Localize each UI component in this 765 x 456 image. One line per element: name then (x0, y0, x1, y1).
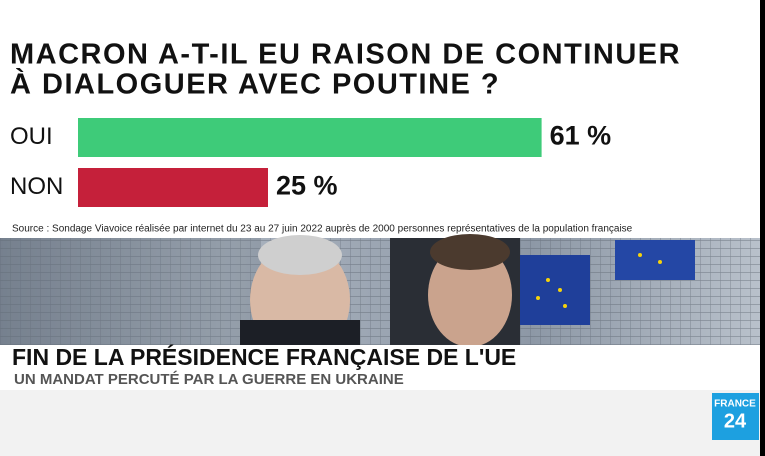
category-label: NON (10, 173, 63, 200)
lower-area (0, 390, 760, 456)
source-note: Source : Sondage Viavoice réalisée par i… (12, 224, 633, 235)
logo: FRANCE 24 (712, 393, 759, 440)
category-label: OUI (10, 123, 53, 150)
bar (78, 168, 268, 207)
headline: FIN DE LA PRÉSIDENCE FRANÇAISE DE L'UE (12, 343, 516, 370)
value-label: 61 % (550, 121, 612, 151)
bar-chart: OUI 61 % NON 25 % (10, 118, 611, 207)
logo-text: FRANCE (714, 399, 756, 410)
chart-title: MACRON A-T-IL EU RAISON DE CONTINUER (10, 39, 681, 71)
value-label: 25 % (276, 171, 338, 201)
logo-text: 24 (724, 410, 747, 432)
chart-title: À DIALOGUER AVEC POUTINE ? (10, 67, 500, 101)
bar (78, 118, 542, 157)
subheadline: UN MANDAT PERCUTÉ PAR LA GUERRE EN UKRAI… (14, 371, 404, 388)
photo (0, 234, 760, 358)
banner (0, 345, 760, 390)
